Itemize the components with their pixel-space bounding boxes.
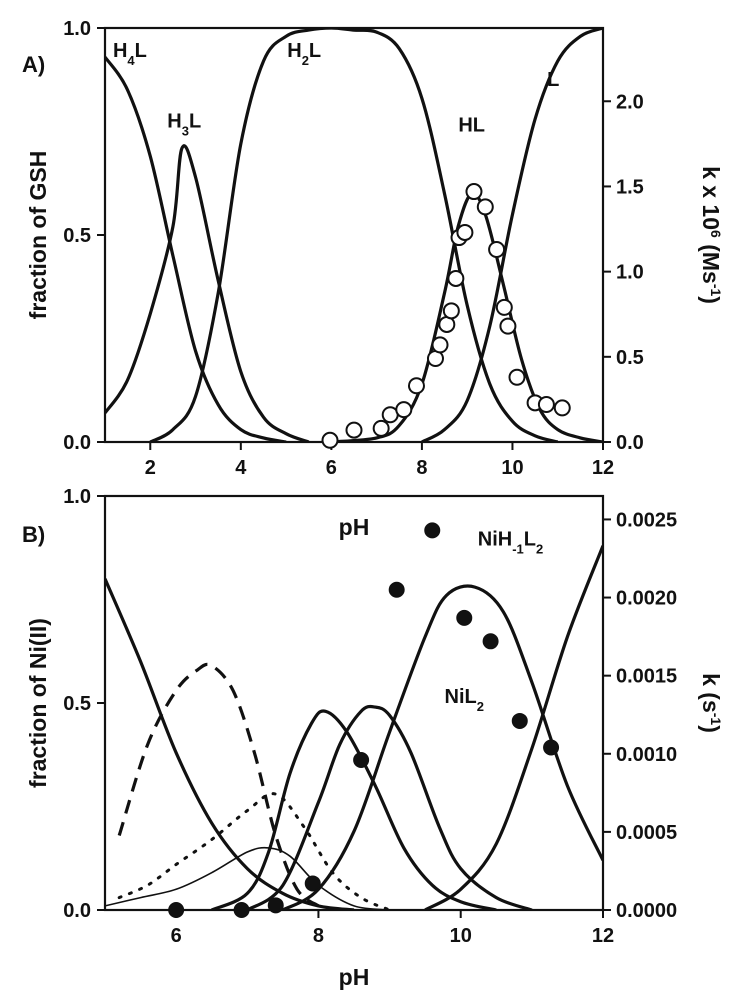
y2-tick-label: 0.0020 (616, 588, 677, 610)
data-point (508, 368, 526, 386)
data-point (488, 240, 506, 258)
y2-tick-label: 0.0010 (616, 744, 677, 766)
series-line-3 (117, 792, 392, 910)
y2-tick-label: 2.0 (616, 91, 644, 113)
series-line-nih-1l2 (424, 545, 603, 910)
series-line-5 (211, 709, 497, 910)
x-tick-label: 2 (145, 457, 156, 479)
data-point (388, 581, 405, 598)
y2-axis-label: k x 106 (Ms-1) (698, 166, 724, 304)
y2-tick-label: 0.0000 (616, 900, 677, 922)
x-tick-label: 8 (313, 925, 324, 947)
data-point (482, 633, 499, 650)
x-tick-label: 10 (450, 925, 472, 947)
y2-tick-label: 0.0025 (616, 509, 677, 531)
y2-axis-label: k (s-1) (698, 673, 724, 733)
series-line-h4l (105, 56, 287, 442)
data-point (321, 431, 339, 449)
data-point (168, 902, 185, 918)
panel-label: A) (22, 52, 45, 77)
y2-tick-label: 0.0 (616, 432, 644, 454)
data-point (553, 399, 571, 417)
data-points (321, 183, 571, 449)
data-point (431, 336, 449, 354)
data-points (168, 522, 560, 918)
data-point (499, 317, 517, 335)
data-point (304, 875, 321, 892)
series-line-4 (105, 846, 390, 910)
x-tick-label: 10 (501, 457, 523, 479)
series-group (105, 545, 603, 910)
data-point (424, 522, 441, 539)
y2-tick-label: 1.5 (616, 176, 644, 198)
y-tick-label: 1.0 (63, 18, 91, 40)
y-tick-label: 0.0 (63, 432, 91, 454)
x-tick-label: 6 (326, 457, 337, 479)
series-group (105, 28, 603, 442)
data-point (511, 712, 528, 729)
series-label-l: L (547, 69, 559, 91)
panel-a: 2 4 6 8 10 120.00.51.00.00.51.01.52.0pHfracti… (22, 18, 724, 540)
x-axis-label: pH (339, 964, 370, 990)
data-point (537, 396, 555, 414)
data-point (465, 183, 483, 201)
panel-b: 6 8 10 12 0.0 0.5 1.0 0.0000 0.0005 0.0010 0.0015 0… (22, 486, 724, 990)
series-label-nih-1l2: NiH-1L2 (478, 529, 543, 557)
series-line-h2l (149, 28, 559, 442)
series-line-nil2 (282, 584, 603, 910)
data-point (345, 421, 363, 439)
series-line-6 (246, 704, 533, 910)
y2-tick-label: 1.0 (616, 262, 644, 284)
data-point (353, 752, 370, 769)
data-point (267, 897, 284, 914)
y-tick-label: 1.0 (63, 486, 91, 508)
data-point (456, 223, 474, 241)
series-label-h2l: H2L (287, 40, 321, 67)
data-point (543, 739, 560, 756)
x-tick-label: 4 (235, 457, 247, 479)
data-point (372, 419, 390, 437)
data-point (407, 377, 425, 395)
data-point (476, 198, 494, 216)
series-label-h4l: H4L (113, 40, 147, 67)
data-point (233, 902, 250, 918)
series-label-h3l: H3L (167, 110, 201, 138)
data-point (442, 302, 460, 320)
x-tick-label: 6 (171, 925, 182, 947)
series-line-l (421, 28, 603, 442)
y-tick-label: 0.5 (63, 693, 91, 715)
plot-frame (103, 494, 605, 912)
series-label-hl: HL (458, 115, 485, 137)
series-line-h3l (105, 144, 310, 442)
panel-label: B) (22, 522, 45, 547)
y-axis-label: fraction of GSH (25, 151, 51, 320)
data-point (395, 401, 413, 419)
data-point (456, 609, 473, 626)
y2-tick-label: 0.5 (616, 347, 644, 369)
data-point (447, 269, 465, 287)
data-point (495, 298, 513, 316)
y-axis-label: fraction of Ni(II) (25, 618, 51, 788)
y-tick-label: 0.5 (63, 225, 91, 247)
x-tick-label: 12 (592, 457, 614, 479)
y2-tick-label: 0.0005 (616, 822, 677, 844)
x-tick-label: 12 (592, 925, 614, 947)
series-line-2 (117, 662, 320, 908)
y2-tick-label: 0.0015 (616, 666, 677, 688)
series-label-nil2: NiL2 (445, 686, 484, 714)
x-tick-label: 8 (416, 457, 427, 479)
series-line-1 (105, 578, 355, 910)
y-tick-label: 0.0 (63, 900, 91, 922)
x-axis-label: pH (339, 514, 370, 540)
